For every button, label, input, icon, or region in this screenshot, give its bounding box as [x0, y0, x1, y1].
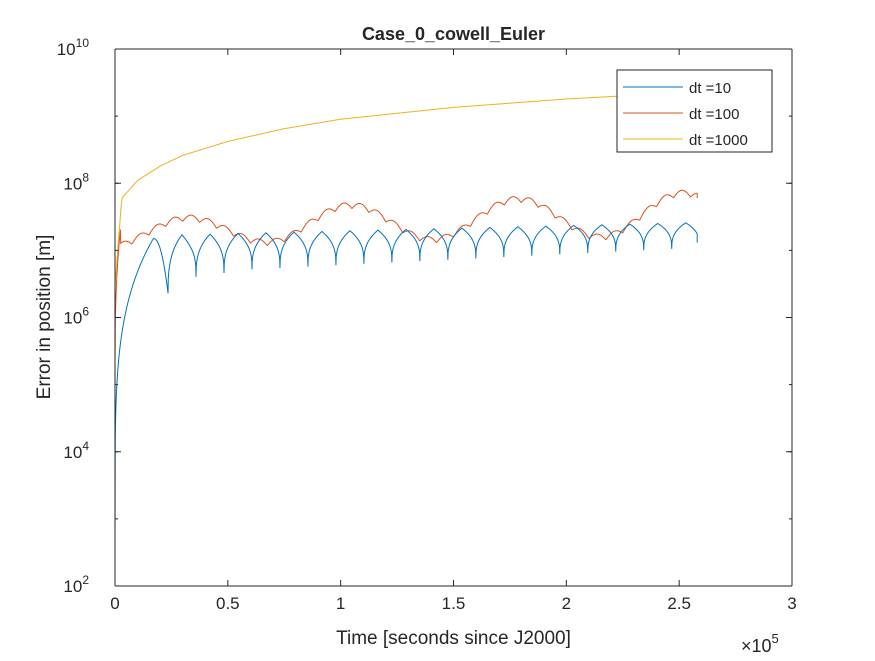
- x-exponent-label: ×105: [741, 631, 779, 656]
- x-tick-label: 1.5: [442, 594, 466, 613]
- x-tick-label: 3: [787, 594, 796, 613]
- x-tick-label: 0: [110, 594, 119, 613]
- series-line-dt-1000: [114, 91, 698, 286]
- x-tick-label: 2: [562, 594, 571, 613]
- x-tick-label: 1: [336, 594, 345, 613]
- legend-label-dt-1000: dt =1000: [689, 132, 748, 149]
- y-axis-label: Error in position [m]: [34, 235, 55, 400]
- legend-box: [616, 69, 773, 153]
- x-tick-label: 0.5: [216, 594, 240, 613]
- legend: dt =10 dt =100 dt =1000: [616, 69, 773, 153]
- x-tick-label: 2.5: [667, 594, 691, 613]
- x-axis-label: Time [seconds since J2000]: [336, 628, 571, 649]
- series-line-dt-10: [114, 222, 698, 540]
- series-layer: [114, 91, 698, 540]
- series-line-dt-100: [114, 189, 698, 365]
- chart-title: Case_0_cowell_Euler: [362, 24, 545, 44]
- x-exponent-power: 5: [772, 631, 779, 646]
- legend-label-dt-10: dt =10: [689, 80, 731, 97]
- legend-label-dt-100: dt =100: [689, 106, 739, 123]
